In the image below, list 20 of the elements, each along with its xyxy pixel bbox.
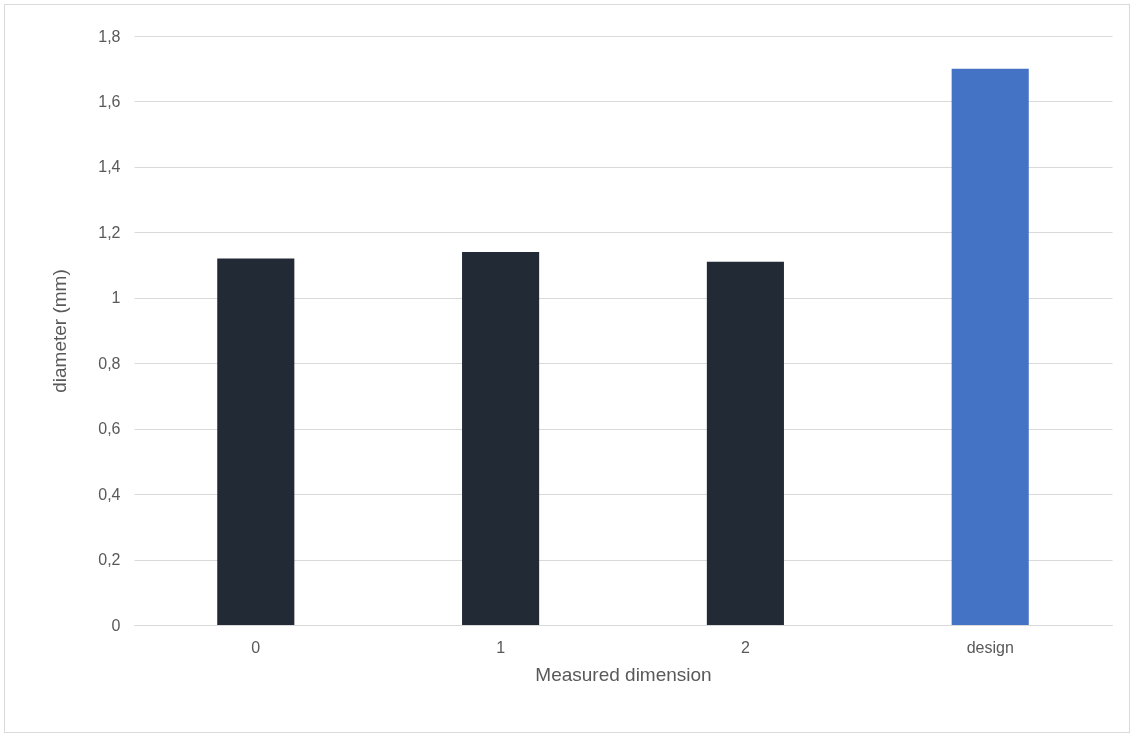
- y-tick-label: 0: [111, 616, 121, 634]
- bar: [217, 258, 295, 625]
- y-tick-label: 1,4: [98, 158, 121, 176]
- x-tick-label: 1: [496, 638, 506, 656]
- y-tick-label: 0,4: [98, 485, 121, 503]
- bar: [951, 68, 1029, 625]
- y-tick-label: 1: [111, 289, 121, 307]
- y-tick-label: 1,6: [98, 92, 121, 110]
- x-tick-label: design: [966, 638, 1014, 656]
- y-tick-label: 1,8: [98, 27, 121, 45]
- x-axis-title: Measured dimension: [535, 663, 712, 685]
- y-tick-label: 0,8: [98, 354, 121, 372]
- x-tick-label: 0: [251, 638, 261, 656]
- y-axis-title: diameter (mm): [49, 269, 71, 393]
- y-tick-label: 1,2: [98, 223, 121, 241]
- y-tick-label: 0,6: [98, 420, 121, 438]
- x-tick-label: 2: [740, 638, 750, 656]
- y-tick-label: 0,2: [98, 551, 121, 569]
- bar: [462, 251, 540, 625]
- bar: [706, 261, 784, 625]
